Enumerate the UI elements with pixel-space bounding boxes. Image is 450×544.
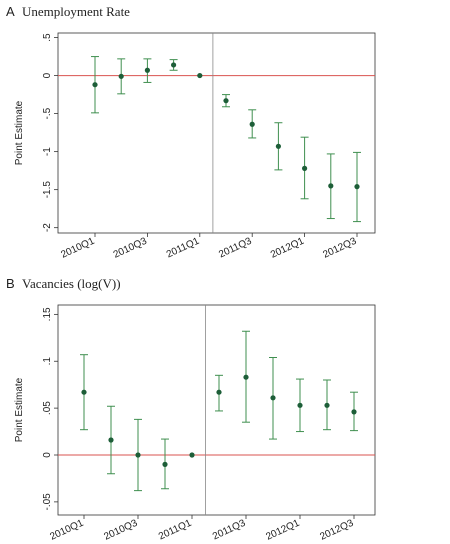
- plot-frame: [57, 32, 376, 234]
- point: [216, 389, 222, 395]
- y-axis-label: Point Estimate: [14, 377, 25, 442]
- chart-title: Vacancies (log(V)): [22, 276, 121, 291]
- point: [197, 72, 203, 79]
- point: [223, 98, 229, 104]
- point: [354, 184, 360, 190]
- x-tick-label: 2011Q1: [165, 236, 202, 261]
- y-axis-label: Point Estimate: [14, 100, 25, 165]
- point: [328, 183, 334, 189]
- point: [92, 82, 98, 88]
- y-tick-label: -.5: [42, 107, 53, 119]
- point: [108, 437, 114, 443]
- x-tick-label: 2011Q3: [217, 236, 254, 261]
- y-tick-label: -.05: [42, 493, 53, 511]
- y-tick-label: .05: [42, 401, 53, 415]
- y-tick-label: .15: [42, 307, 53, 321]
- point: [324, 402, 330, 408]
- point: [162, 461, 168, 467]
- panel-letter: A: [6, 4, 15, 19]
- point: [351, 409, 357, 415]
- point: [249, 121, 255, 127]
- x-tick-label: 2012Q1: [269, 236, 306, 261]
- x-tick-label: 2010Q1: [59, 236, 96, 261]
- x-tick-label: 2010Q3: [102, 518, 139, 543]
- y-tick-label: .1: [42, 357, 53, 366]
- panel-letter: B: [6, 276, 15, 291]
- point: [297, 402, 303, 408]
- point: [135, 452, 141, 458]
- y-tick-label: 0: [42, 452, 53, 458]
- x-tick-label: 2012Q3: [318, 518, 355, 543]
- point: [189, 452, 195, 458]
- y-tick-label: 0: [42, 72, 53, 78]
- point: [81, 389, 87, 395]
- point: [118, 73, 124, 79]
- point: [302, 165, 308, 171]
- plot-frame: [57, 304, 376, 516]
- point: [270, 395, 276, 401]
- x-tick-label: 2012Q1: [264, 518, 301, 543]
- chart-title: Unemployment Rate: [22, 4, 130, 19]
- x-tick-label: 2010Q1: [48, 518, 85, 543]
- point: [275, 143, 281, 149]
- y-tick-label: .5: [42, 33, 53, 42]
- y-tick-label: -1: [42, 147, 53, 156]
- point: [144, 67, 150, 73]
- x-tick-label: 2010Q3: [112, 236, 149, 261]
- point: [243, 374, 249, 380]
- x-tick-label: 2011Q3: [211, 518, 248, 543]
- y-tick-label: -2: [42, 223, 53, 232]
- point: [171, 62, 177, 68]
- x-tick-label: 2011Q1: [157, 518, 194, 543]
- y-tick-label: -1.5: [42, 181, 53, 199]
- x-tick-label: 2012Q3: [321, 236, 358, 261]
